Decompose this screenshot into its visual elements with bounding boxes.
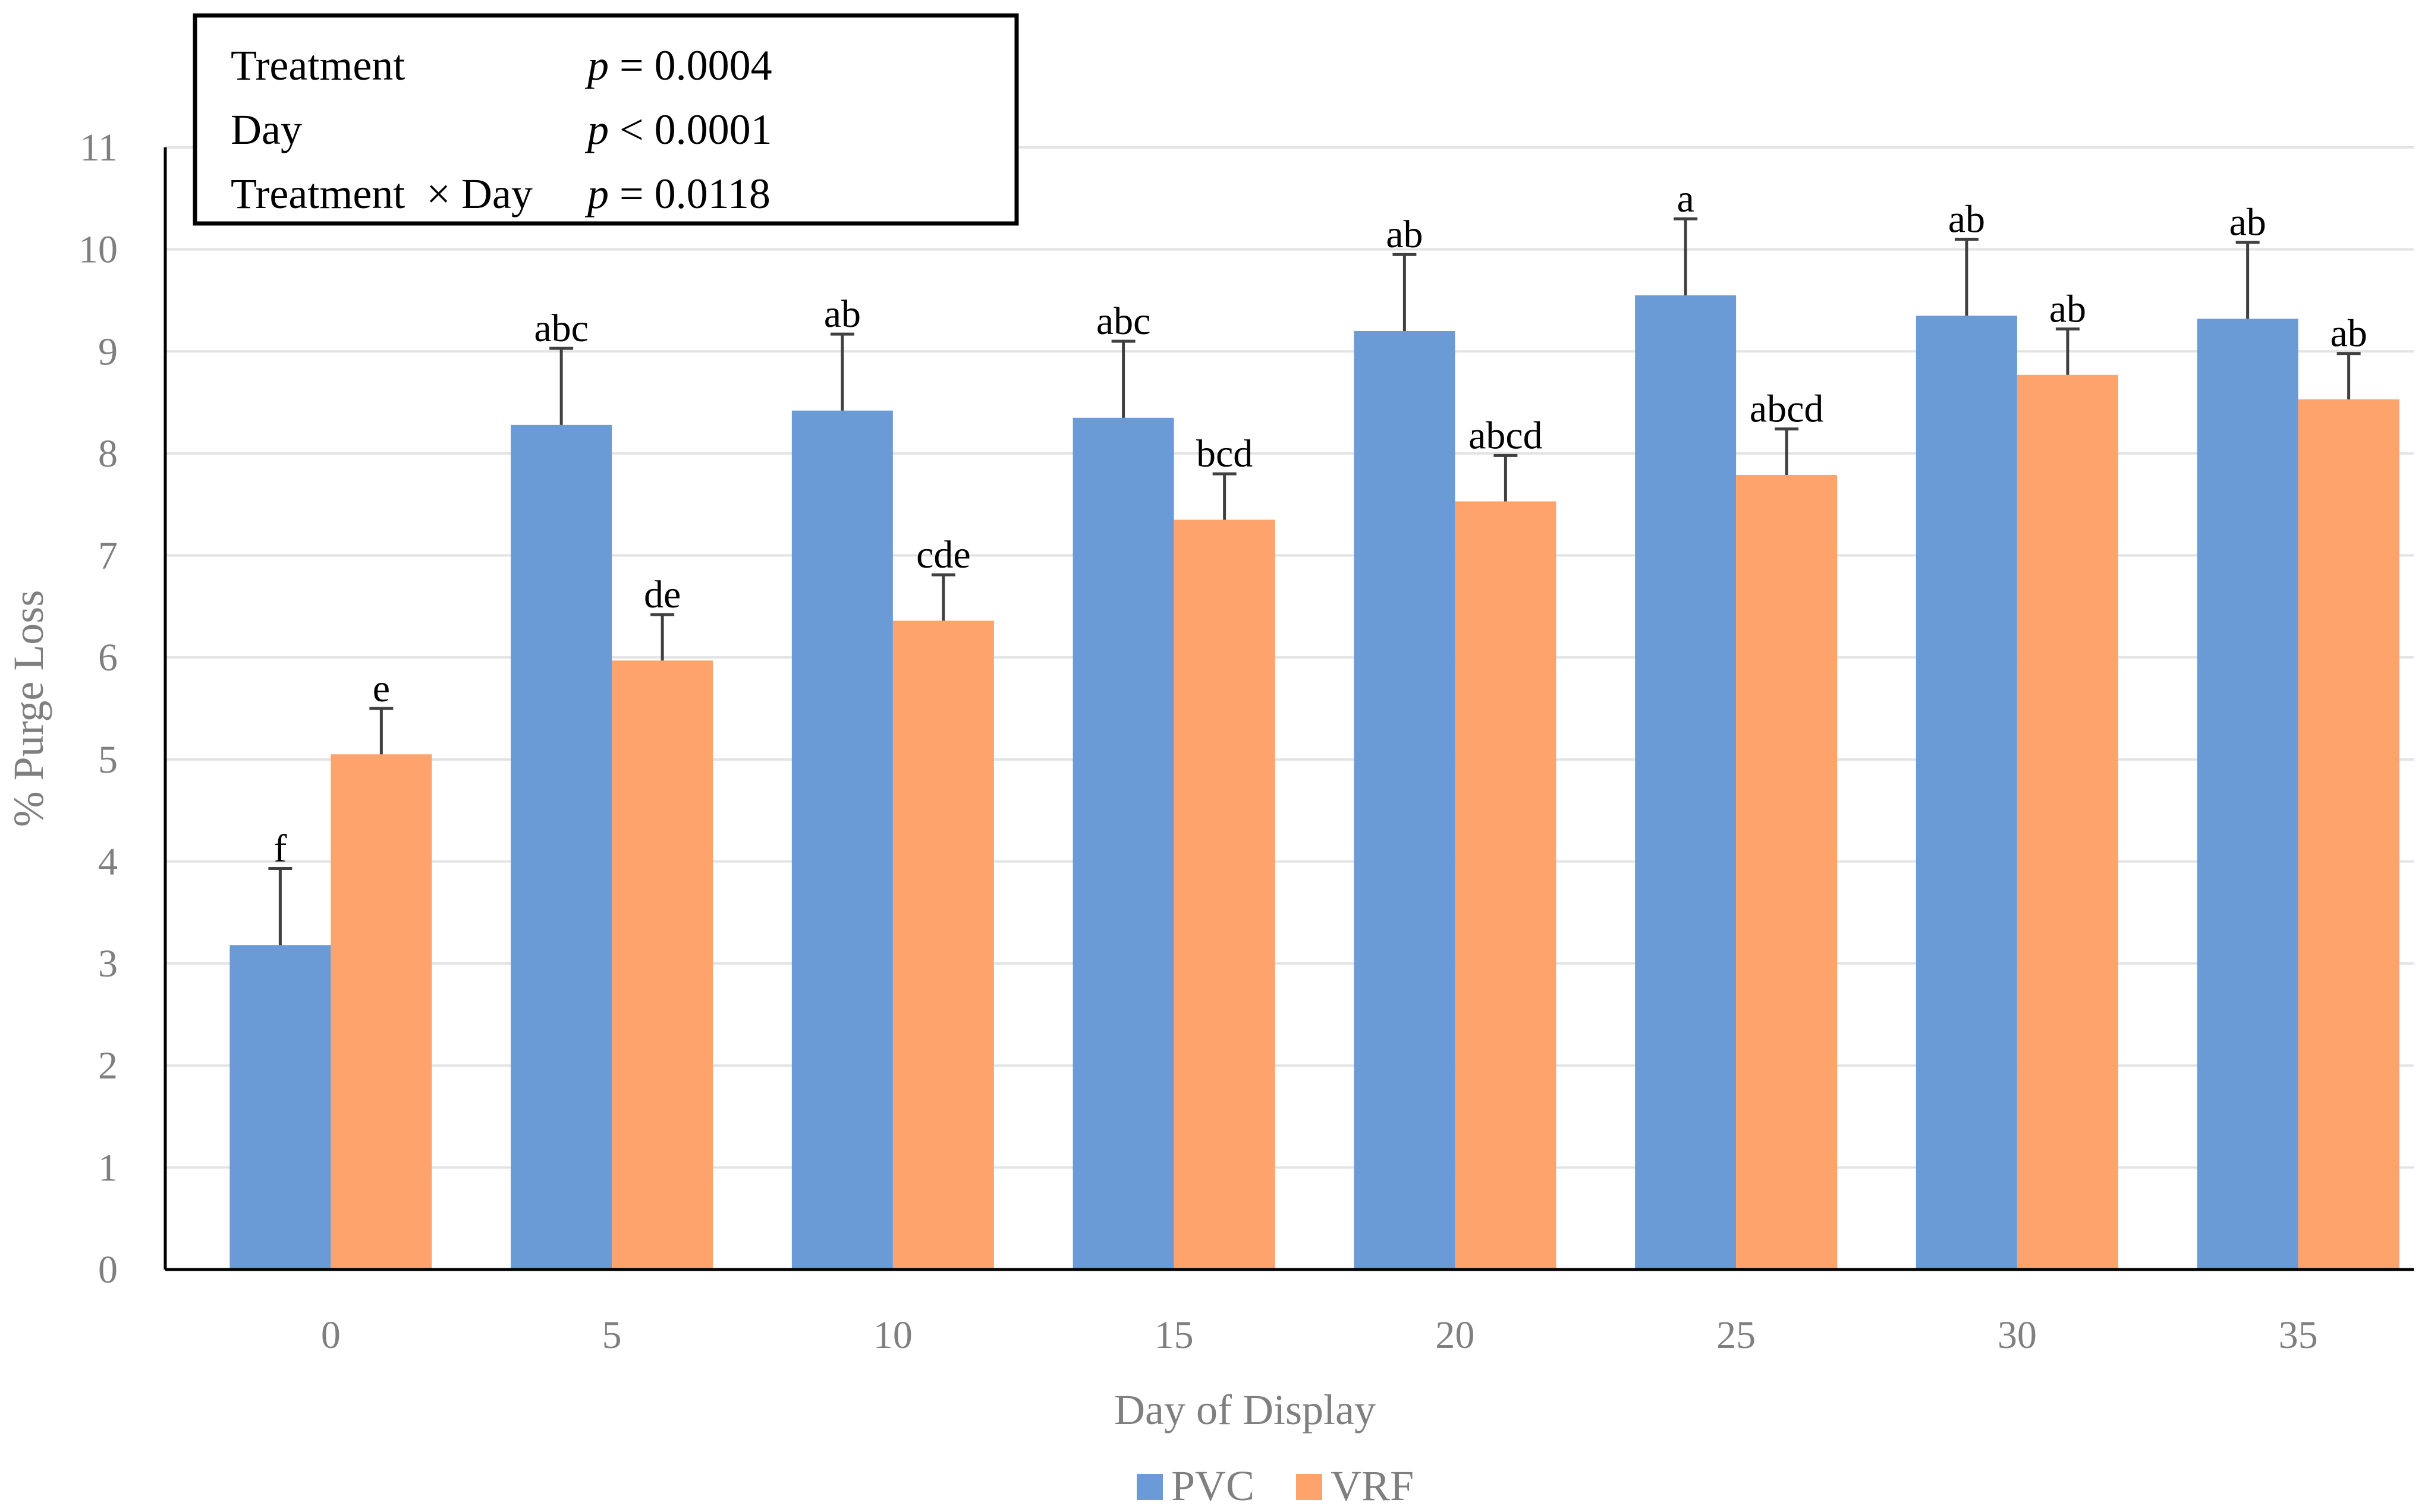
x-tick-label-15: 15 <box>1155 1313 1194 1357</box>
y-tick-label-4: 4 <box>98 840 118 883</box>
stats-row-interaction-p: p = 0.0118 <box>584 170 771 218</box>
y-tick-label-11: 11 <box>80 126 118 169</box>
sig-letter-pvc-day-10: ab <box>824 292 861 336</box>
sig-letter-pvc-day-0: f <box>273 827 287 870</box>
bar-vrf-day-15 <box>1174 519 1275 1270</box>
y-tick-label-3: 3 <box>98 942 118 985</box>
y-tick-label-5: 5 <box>98 738 118 782</box>
y-tick-label-6: 6 <box>98 636 118 679</box>
x-tick-label-30: 30 <box>1998 1313 2037 1357</box>
sig-letter-pvc-day-30: ab <box>1948 197 1985 241</box>
legend-label-pvc: PVC <box>1171 1462 1254 1510</box>
x-tick-label-0: 0 <box>321 1313 341 1357</box>
axes <box>163 147 2414 1271</box>
bars <box>229 217 2399 1270</box>
y-tick-label-7: 7 <box>98 534 118 578</box>
x-tick-label-35: 35 <box>2279 1313 2318 1357</box>
y-tick-label-1: 1 <box>98 1146 118 1189</box>
sig-letter-vrf-day-10: cde <box>916 533 971 577</box>
y-tick-label-10: 10 <box>78 228 118 272</box>
x-tick-label-20: 20 <box>1435 1313 1474 1357</box>
stats-row-day-label: Day <box>231 106 302 153</box>
bar-pvc-day-10 <box>791 410 893 1270</box>
sig-letter-pvc-day-20: ab <box>1386 213 1423 256</box>
sig-letter-vrf-day-30: ab <box>2049 288 2086 331</box>
bar-pvc-day-25 <box>1635 295 1737 1270</box>
bar-vrf-day-20 <box>1455 501 1556 1270</box>
sig-letter-pvc-day-25: a <box>1677 177 1694 220</box>
tick-labels: 0 1 2 3 4 5 6 7 8 9 10 11 0 5 10 15 20 25 30 35 f abc ab abc ab a… <box>78 126 2367 1357</box>
stats-row-treatment-p: p = 0.0004 <box>584 42 772 89</box>
stats-box-frame <box>193 13 1019 226</box>
y-axis-title: % Purge Loss <box>5 590 52 827</box>
bar-vrf-day-10 <box>892 620 994 1270</box>
sig-letter-pvc-day-5: abc <box>534 307 589 350</box>
legend: PVC VRF <box>1137 1462 1414 1510</box>
y-tick-label-0: 0 <box>98 1248 118 1292</box>
bar-pvc-day-15 <box>1073 417 1174 1270</box>
y-tick-label-2: 2 <box>98 1044 118 1088</box>
bar-pvc-day-20 <box>1354 330 1455 1270</box>
sig-letter-vrf-day-15: bcd <box>1196 432 1253 475</box>
sig-letter-pvc-day-35: ab <box>2229 201 2266 244</box>
stats-row-day-p: p < 0.0001 <box>584 106 772 153</box>
sig-letter-vrf-day-20: abcd <box>1468 414 1543 457</box>
y-tick-label-9: 9 <box>98 330 118 373</box>
bar-vrf-day-0 <box>331 754 432 1270</box>
stats-box: Treatment p = 0.0004 Day p < 0.0001 Trea… <box>193 13 1019 226</box>
bar-pvc-day-35 <box>2197 319 2298 1270</box>
bar-pvc-day-30 <box>1916 316 2017 1270</box>
sig-letter-pvc-day-15: abc <box>1096 300 1151 343</box>
legend-swatch-vrf <box>1296 1474 1322 1500</box>
y-tick-label-8: 8 <box>98 432 118 475</box>
sig-letter-vrf-day-5: de <box>644 573 681 616</box>
legend-swatch-pvc <box>1137 1474 1163 1500</box>
x-tick-label-10: 10 <box>873 1313 913 1357</box>
sig-letter-vrf-day-25: abcd <box>1750 388 1824 431</box>
x-tick-label-5: 5 <box>602 1313 622 1357</box>
bar-vrf-day-30 <box>2017 374 2118 1270</box>
bar-vrf-day-25 <box>1736 474 1838 1270</box>
x-tick-label-25: 25 <box>1716 1313 1756 1357</box>
legend-label-vrf: VRF <box>1331 1462 1414 1510</box>
sig-letter-vrf-day-0: e <box>373 667 390 710</box>
bar-vrf-day-35 <box>2298 399 2399 1270</box>
stats-row-interaction-label: Treatment × Day <box>231 170 533 218</box>
bar-pvc-day-5 <box>511 424 612 1270</box>
x-axis-title: Day of Display <box>1114 1386 1376 1434</box>
stats-row-treatment-label: Treatment <box>231 42 405 89</box>
sig-letter-vrf-day-35: ab <box>2330 312 2367 355</box>
bar-vrf-day-5 <box>612 660 713 1270</box>
bar-pvc-day-0 <box>229 945 331 1270</box>
